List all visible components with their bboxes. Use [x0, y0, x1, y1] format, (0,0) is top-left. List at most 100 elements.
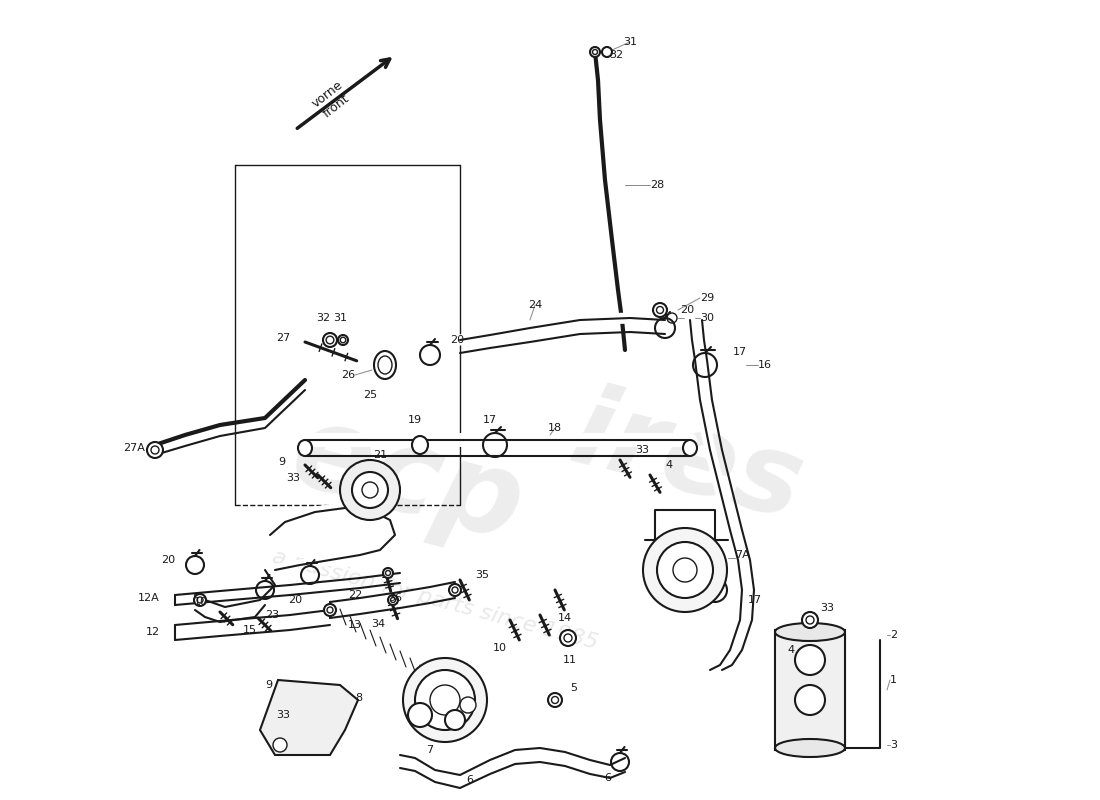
Text: 14: 14	[558, 613, 572, 623]
Text: 8: 8	[355, 693, 362, 703]
Circle shape	[449, 584, 461, 596]
Text: 24: 24	[528, 300, 542, 310]
Ellipse shape	[298, 440, 312, 456]
Text: 10: 10	[493, 643, 507, 653]
Text: ires: ires	[560, 378, 814, 542]
Text: 6: 6	[466, 775, 473, 785]
Text: 25: 25	[363, 390, 377, 400]
Text: 11: 11	[563, 655, 578, 665]
Circle shape	[644, 528, 727, 612]
Text: 18: 18	[548, 423, 562, 433]
Ellipse shape	[412, 436, 428, 454]
Text: 20: 20	[680, 305, 694, 315]
Text: 7A: 7A	[735, 550, 750, 560]
Circle shape	[390, 598, 396, 602]
Circle shape	[460, 697, 476, 713]
Text: 9: 9	[265, 680, 272, 690]
Text: 22: 22	[348, 590, 362, 600]
Ellipse shape	[776, 623, 845, 641]
Circle shape	[273, 738, 287, 752]
Circle shape	[593, 50, 597, 54]
Ellipse shape	[374, 351, 396, 379]
Text: 30: 30	[700, 313, 714, 323]
Text: 20: 20	[450, 335, 464, 345]
Text: 16: 16	[758, 360, 772, 370]
Text: 9: 9	[278, 457, 285, 467]
Text: 7: 7	[427, 745, 433, 755]
Text: 27: 27	[276, 333, 290, 343]
Text: 12A: 12A	[139, 593, 159, 603]
Text: 19: 19	[408, 415, 422, 425]
Text: 31: 31	[333, 313, 346, 323]
Circle shape	[408, 703, 432, 727]
Circle shape	[194, 594, 206, 606]
Circle shape	[560, 630, 576, 646]
Text: 4: 4	[666, 460, 672, 470]
Text: ecp: ecp	[280, 394, 537, 566]
Text: vorne
front: vorne front	[309, 78, 354, 122]
Circle shape	[667, 313, 676, 323]
Circle shape	[657, 306, 663, 314]
Text: 13: 13	[348, 620, 362, 630]
Circle shape	[326, 336, 334, 344]
Circle shape	[602, 47, 612, 57]
Circle shape	[403, 658, 487, 742]
Circle shape	[362, 482, 378, 498]
Text: 17: 17	[483, 415, 497, 425]
Bar	[776, 630, 845, 750]
Circle shape	[673, 558, 697, 582]
Text: 12: 12	[146, 627, 160, 637]
Text: 31: 31	[623, 37, 637, 47]
Circle shape	[340, 338, 345, 342]
Text: 32: 32	[609, 50, 623, 60]
Text: 20: 20	[288, 595, 302, 605]
Circle shape	[323, 333, 337, 347]
Ellipse shape	[683, 440, 697, 456]
Text: 10: 10	[194, 597, 208, 607]
Text: 33: 33	[820, 603, 834, 613]
Text: 2: 2	[890, 630, 898, 640]
Text: 35: 35	[475, 570, 490, 580]
Text: 32: 32	[316, 313, 330, 323]
Text: a passion for parts since 1985: a passion for parts since 1985	[270, 547, 601, 653]
Text: 1: 1	[890, 675, 896, 685]
Circle shape	[551, 697, 559, 703]
Circle shape	[430, 685, 460, 715]
Circle shape	[795, 685, 825, 715]
Circle shape	[795, 645, 825, 675]
Text: 17: 17	[733, 347, 747, 357]
Text: 17: 17	[748, 595, 762, 605]
Polygon shape	[260, 680, 358, 755]
Circle shape	[564, 634, 572, 642]
Circle shape	[653, 303, 667, 317]
Text: 23: 23	[265, 610, 279, 620]
Text: 15: 15	[243, 625, 257, 635]
Text: 34: 34	[371, 619, 385, 629]
Circle shape	[802, 612, 818, 628]
Text: 36: 36	[388, 593, 401, 603]
Text: 4: 4	[788, 645, 795, 655]
Circle shape	[446, 710, 465, 730]
Text: 33: 33	[286, 473, 300, 483]
Circle shape	[388, 595, 398, 605]
Circle shape	[352, 472, 388, 508]
Ellipse shape	[776, 739, 845, 757]
Text: 26: 26	[341, 370, 355, 380]
Text: 3: 3	[890, 740, 896, 750]
Circle shape	[415, 670, 475, 730]
Text: 5: 5	[570, 683, 578, 693]
Circle shape	[327, 607, 333, 613]
Circle shape	[383, 568, 393, 578]
Text: 21: 21	[373, 450, 387, 460]
Circle shape	[452, 587, 458, 593]
Circle shape	[324, 604, 336, 616]
Circle shape	[548, 693, 562, 707]
Text: 29: 29	[700, 293, 714, 303]
Text: 33: 33	[635, 445, 649, 455]
Circle shape	[590, 47, 600, 57]
Ellipse shape	[378, 356, 392, 374]
Text: 28: 28	[650, 180, 664, 190]
Circle shape	[806, 616, 814, 624]
Circle shape	[197, 597, 204, 603]
Text: 33: 33	[276, 710, 290, 720]
